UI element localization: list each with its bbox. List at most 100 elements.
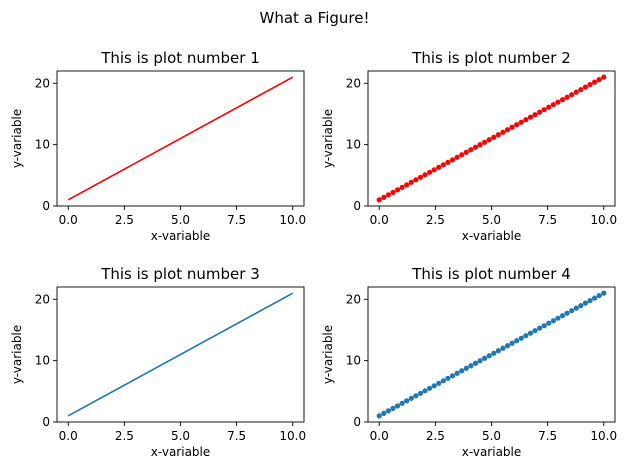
data-point [404,398,410,404]
data-point [454,154,460,160]
data-point [408,179,414,185]
y-tick-label: 20 [346,76,361,90]
data-point [413,177,419,183]
y-tick-label: 20 [35,76,50,90]
data-point [381,194,387,200]
x-tick-label: 5.0 [482,429,501,443]
y-tick-label: 0 [42,199,50,213]
x-tick-label: 0.0 [370,429,389,443]
x-tick-label: 10.0 [590,429,617,443]
data-point [413,393,419,399]
y-axis-label: y-variable [321,325,335,384]
data-point [472,360,479,366]
y-tick-label: 0 [353,415,361,429]
data-point [537,325,543,331]
data-point [564,94,570,100]
data-point [449,157,456,163]
data-point [495,348,501,354]
y-tick-label: 0 [353,199,361,213]
data-point [431,167,437,173]
data-point [422,388,428,394]
subplot-title: This is plot number 1 [100,49,260,67]
data-point [500,345,506,351]
data-point [564,310,570,316]
data-point [491,134,497,140]
x-tick-label: 5.0 [482,213,501,227]
subplot-title: This is plot number 2 [411,49,571,67]
data-point [399,184,405,190]
data-point [592,295,598,301]
data-point [385,408,391,414]
data-point [422,172,428,178]
subplot-3: This is plot number 3 0.0 2.5 5.0 7.5 10.0 0 10… [10,265,306,459]
plot-area [376,74,607,203]
series-line [67,76,294,201]
subplot-1: This is plot number 1 0.0 2.5 5.0 7.5 10.0 0 10… [10,49,306,243]
data-point [436,164,442,170]
data-point [559,313,566,319]
data-point [541,107,547,113]
y-tick-label: 10 [35,138,50,152]
data-point [486,353,492,359]
plot-area [376,290,607,419]
data-point [404,182,410,188]
data-point [514,338,520,344]
data-point [573,89,579,95]
data-point [454,370,460,376]
data-point [601,74,607,80]
subplot-title: This is plot number 4 [411,265,571,283]
data-point [376,413,382,419]
data-point [569,308,575,314]
x-tick-label: 0.0 [59,429,78,443]
data-point [587,82,593,88]
data-point [550,318,556,324]
data-point [495,132,501,138]
data-point [477,142,483,148]
x-tick-label: 7.5 [227,213,246,227]
data-point [518,119,524,125]
data-point [518,335,524,341]
data-point [587,298,593,304]
data-point [532,112,538,118]
x-tick-label: 2.5 [115,213,134,227]
data-point [527,114,534,120]
data-point [394,187,401,193]
data-point [445,375,451,381]
data-point [523,333,529,339]
data-point [486,137,492,143]
data-point [569,92,575,98]
x-tick-label: 5.0 [171,429,190,443]
data-point [582,300,589,306]
x-axis-label: x-variable [462,445,522,459]
series-line [67,292,294,417]
x-tick-label: 10.0 [590,213,617,227]
x-tick-label: 7.5 [538,429,557,443]
data-point [468,147,474,153]
x-tick-label: 10.0 [279,429,306,443]
data-point [555,99,561,105]
data-point [408,395,414,401]
data-point [463,365,469,371]
y-axis-label: y-variable [10,109,24,168]
y-tick-label: 10 [35,354,50,368]
data-point [381,410,387,416]
data-point [449,373,456,379]
data-point [399,400,405,406]
x-axis-label: x-variable [462,229,522,243]
y-tick-label: 10 [346,138,361,152]
data-point [592,79,598,85]
data-point [537,109,543,115]
data-point [532,328,538,334]
x-axis-label: x-variable [151,445,211,459]
data-point [514,122,520,128]
data-point [427,169,433,175]
data-point [500,129,506,135]
subplot-4: This is plot number 4 0.0 2.5 5.0 7.5 10.0 0 10… [321,265,617,459]
data-point [523,117,529,123]
x-tick-label: 2.5 [426,429,445,443]
subplot-title: This is plot number 3 [100,265,260,283]
data-point [482,139,488,145]
x-tick-label: 7.5 [227,429,246,443]
data-point [541,323,547,329]
data-point [578,87,584,93]
